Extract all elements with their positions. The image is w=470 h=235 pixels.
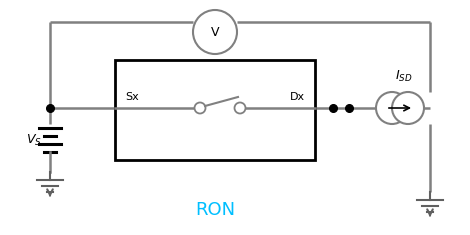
Text: RON: RON xyxy=(195,201,235,219)
Text: Dx: Dx xyxy=(290,92,305,102)
Text: $I_{SD}$: $I_{SD}$ xyxy=(395,69,413,84)
Text: Sx: Sx xyxy=(125,92,139,102)
Text: V: V xyxy=(211,26,219,39)
Circle shape xyxy=(376,92,408,124)
Text: $V_S$: $V_S$ xyxy=(26,133,42,148)
Bar xyxy=(115,60,315,160)
Circle shape xyxy=(193,10,237,54)
Circle shape xyxy=(195,102,205,114)
Circle shape xyxy=(392,92,424,124)
Circle shape xyxy=(235,102,245,114)
